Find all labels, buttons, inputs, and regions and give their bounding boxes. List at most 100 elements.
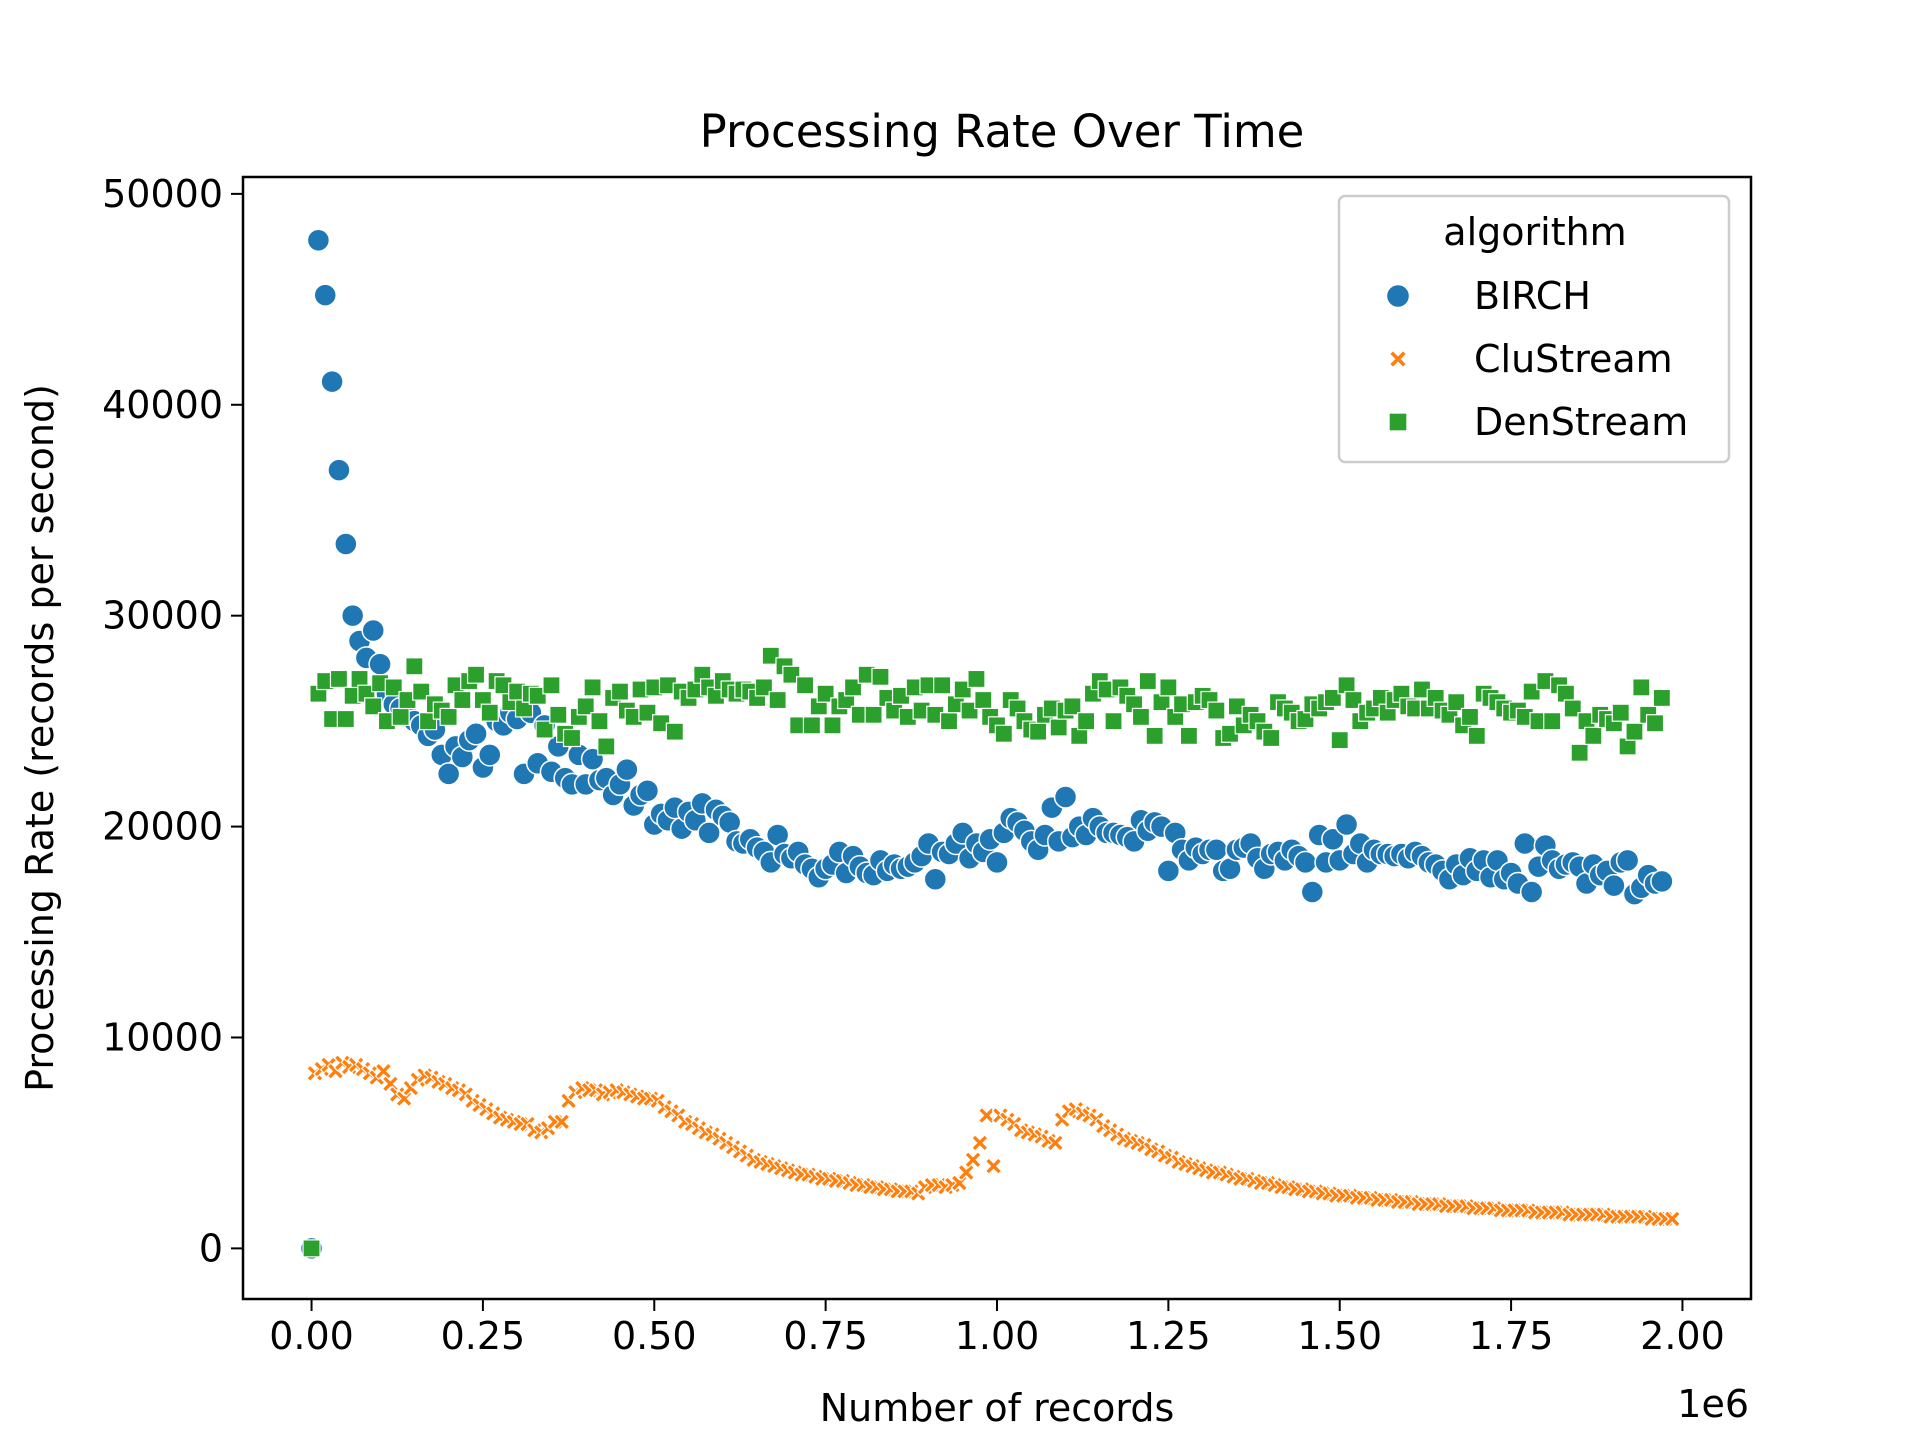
birch-point [923,867,948,892]
denstream-point [391,707,410,727]
y-tick-label: 30000 [102,594,223,638]
y-tick-label: 50000 [102,172,223,216]
denstream-point [562,728,582,748]
birch-point [320,369,344,394]
denstream-point [1652,688,1671,708]
denstream-point [802,716,822,735]
birch-point [361,618,385,643]
denstream-point [329,669,349,689]
denstream-point [1645,714,1665,733]
birch-point [1156,859,1181,883]
birch-point [368,652,392,676]
denstream-point [1138,671,1157,691]
x-tick-label: 0.00 [269,1314,354,1358]
birch-point [1300,880,1325,904]
denstream-point [939,712,959,731]
denstream-point [1447,693,1466,712]
x-tick-label: 0.50 [612,1314,697,1358]
denstream-point [864,705,883,724]
series-birch [299,228,1674,1261]
y-tick-label: 20000 [102,805,223,849]
denstream-point [967,669,986,689]
denstream-point [1543,712,1562,731]
denstream-point [1584,726,1603,745]
birch-point [436,762,461,786]
denstream-point [480,703,499,722]
x-axis-label: Number of records [820,1386,1175,1430]
legend-title: algorithm [1443,210,1626,254]
chart-title: Processing Rate Over Time [700,105,1305,158]
birch-point [313,283,338,307]
birch-point [1602,873,1626,898]
denstream-point [1049,718,1068,737]
denstream-point [535,720,554,739]
denstream-point [768,690,787,710]
birch-point [1334,812,1359,837]
x-tick-label: 0.75 [783,1314,868,1358]
x-tick-label: 1.00 [955,1314,1040,1358]
denstream-point [1029,722,1048,741]
clustream-point [977,1106,996,1125]
denstream-point [1611,703,1630,722]
denstream-point [1467,726,1486,745]
birch-point [697,821,721,845]
birch-point [1615,848,1640,873]
denstream-point [960,701,979,720]
denstream-point [1179,726,1199,745]
denstream-point [816,684,835,703]
birch-point [615,757,639,782]
legend-marker-clustream [1388,349,1408,369]
denstream-point [1344,690,1363,710]
x-tick-label: 1.75 [1469,1314,1554,1358]
denstream-point [823,716,842,735]
birch-point [464,722,488,746]
birch-point [635,778,660,803]
denstream-point [336,709,355,729]
x-tick-label: 1.50 [1297,1314,1382,1358]
denstream-point [754,678,774,697]
denstream-point [549,705,568,724]
series-clustream [302,1053,1682,1258]
legend-marker-denstream [1388,412,1408,432]
legend-frame [1337,194,1731,464]
birch-point [327,458,351,482]
clustream-point [971,1134,989,1152]
denstream-point [1262,728,1281,748]
clustream-point [964,1150,982,1169]
x-tick-label: 0.25 [441,1314,526,1358]
birch-point [1650,869,1674,894]
y-axis-label: Processing Rate (records per second) [18,384,62,1092]
denstream-point [795,676,815,695]
legend-marker-birch [1385,283,1411,309]
y-tick-label: 0 [199,1226,223,1270]
denstream-point [933,676,952,695]
denstream-point [302,1239,321,1258]
denstream-point [439,707,458,727]
denstream-point [1207,701,1226,720]
denstream-point [610,682,630,701]
birch-point [1513,831,1537,856]
denstream-point [843,678,863,697]
denstream-point [576,697,595,716]
denstream-point [542,676,561,695]
denstream-point [364,697,383,716]
x-axis-offset-label: 1e6 [1677,1382,1749,1426]
birch-point [1053,785,1078,809]
denstream-point [466,665,486,684]
birch-point [1519,880,1544,904]
birch-point [334,532,358,556]
denstream-point [1522,682,1541,701]
denstream-point [1632,678,1651,697]
legend-items: BIRCH CluStream DenStream [1385,274,1688,444]
denstream-point [1330,731,1349,750]
birch-point [478,743,502,767]
denstream-point [953,680,972,699]
series-denstream [302,646,1671,1258]
denstream-point [1625,722,1644,741]
birch-point [1204,838,1229,862]
birch-point [1321,827,1345,851]
denstream-point [974,690,993,710]
clustream-point [1663,1210,1682,1228]
legend-label-clustream: CluStream [1474,337,1673,381]
